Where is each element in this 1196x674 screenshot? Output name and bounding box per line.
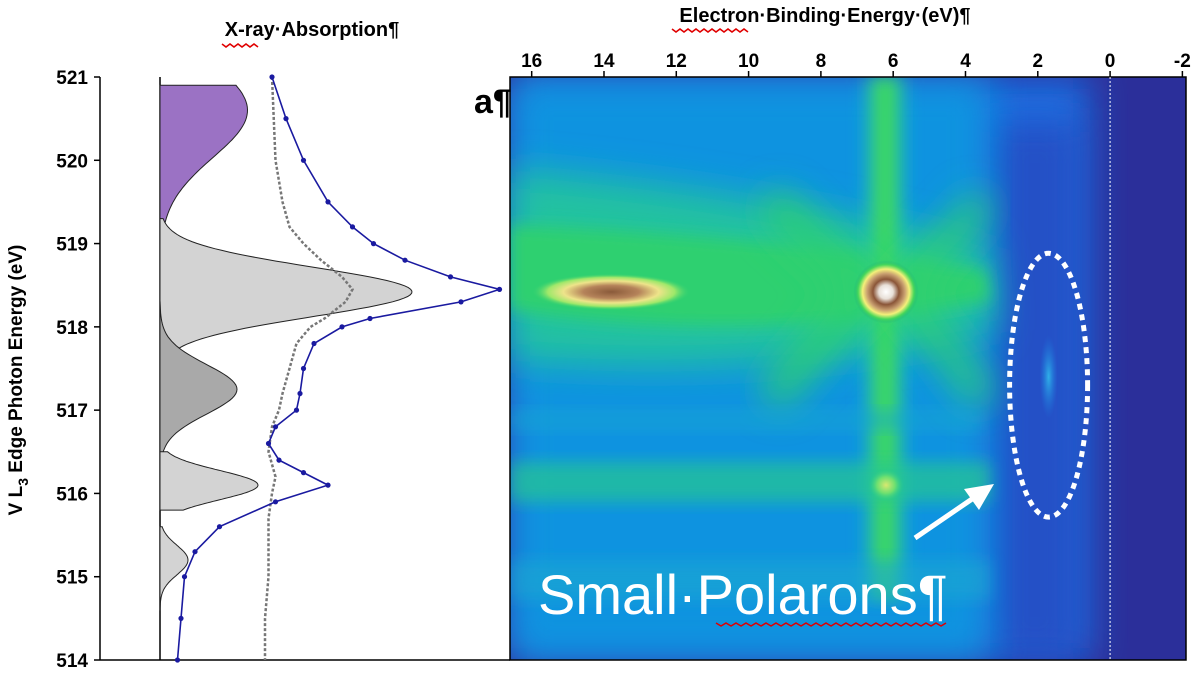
xas-title: X-ray·Absorption¶ — [225, 19, 399, 41]
x-tick-label: 2 — [1032, 51, 1043, 72]
panel-label: a¶ — [474, 83, 512, 121]
xas-blue-point — [192, 549, 198, 555]
polaron-highlight-ellipse — [1007, 250, 1091, 520]
xas-blue-point — [325, 199, 331, 205]
xas-blue-point — [325, 482, 331, 488]
xas-blue-point — [297, 390, 303, 397]
xas-gray-trace — [263, 76, 355, 660]
xas-blue-point — [447, 274, 454, 280]
xas-peak-mid — [159, 301, 238, 478]
y-tick-label: 517 — [56, 401, 88, 422]
xas-peak-main — [159, 218, 413, 361]
spellcheck-underline — [671, 28, 749, 33]
xas-blue-point — [311, 340, 317, 347]
xas-blue-point — [458, 299, 464, 305]
y-tick-label: 521 — [56, 68, 88, 89]
xas-blue-point — [178, 615, 184, 622]
x-tick-label: 4 — [960, 51, 971, 72]
xas-blue-point — [300, 157, 307, 163]
heatmap-lower-spot — [867, 468, 905, 502]
binding-energy-heatmap: 16 14 12 10 8 6 4 2 0 -2 — [509, 51, 1191, 661]
xas-blue-point — [276, 457, 282, 463]
y-tick-label: 516 — [56, 484, 88, 505]
xas-blue-point — [293, 407, 300, 413]
y-tick-label: 520 — [56, 151, 88, 172]
xas-blue-point — [272, 499, 279, 505]
xas-blue-point — [283, 116, 289, 122]
xas-blue-point — [496, 286, 503, 292]
xas-blue-point — [370, 241, 377, 247]
x-tick-label: 14 — [593, 51, 615, 72]
xas-blue-point — [349, 224, 356, 230]
xas-blue-point — [300, 365, 307, 372]
xas-blue-point — [265, 440, 272, 447]
heatmap-polaron-feature — [1039, 335, 1058, 419]
x-tick-label: 6 — [888, 51, 899, 72]
x-tick-label: 12 — [666, 51, 687, 72]
y-axis-label: V L3 Edge Photon Energy (eV) — [6, 245, 31, 516]
map-title: Electron·Binding·Energy·(eV)¶ — [679, 5, 970, 27]
spellcheck-underline — [715, 622, 947, 627]
x-tick-label: 0 — [1105, 51, 1116, 72]
y-tick-label: 514 — [56, 651, 88, 672]
y-tick-label: 518 — [56, 318, 88, 339]
heatmap-central-hotspot — [853, 260, 919, 324]
x-tick-label: 10 — [738, 51, 759, 72]
heatmap-broad-band — [531, 273, 691, 311]
xas-peak-bottom — [159, 526, 189, 611]
y-tick-label: 515 — [56, 568, 88, 589]
xas-blue-point — [339, 324, 345, 330]
annotation-arrow — [913, 484, 994, 541]
xas-blue-point — [216, 524, 223, 530]
xas-blue-point — [367, 315, 373, 322]
xas-blue-point — [174, 657, 181, 663]
xas-blue-point — [300, 470, 307, 476]
left-y-axis: 521 520 519 518 517 516 515 514 — [56, 68, 101, 672]
small-polarons-label: Small·Polarons¶ — [538, 563, 948, 626]
xas-blue-point — [181, 574, 188, 580]
xas-peak-lower — [159, 451, 259, 511]
xas-blue-point — [402, 257, 408, 263]
spellcheck-underline — [221, 43, 259, 48]
xas-blue-point — [272, 424, 279, 430]
xas-blue-trace — [176, 76, 503, 661]
x-tick-label: 8 — [816, 51, 827, 72]
x-tick-label: -2 — [1174, 51, 1191, 72]
x-tick-label: 16 — [521, 51, 542, 72]
xas-blue-point — [269, 74, 275, 80]
xas-panel — [100, 74, 510, 663]
y-tick-label: 519 — [56, 235, 88, 256]
